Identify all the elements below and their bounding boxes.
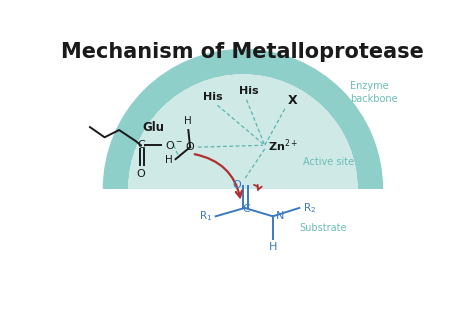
Text: O: O [137,169,146,179]
Text: O: O [186,142,194,152]
Text: Zn$^{2+}$: Zn$^{2+}$ [268,137,299,154]
Text: Enzyme
backbone: Enzyme backbone [350,81,398,104]
Text: X: X [288,94,297,107]
Bar [61,189,425,295]
Text: Substrate: Substrate [300,223,347,233]
Text: R$_1$: R$_1$ [199,210,212,223]
FancyArrowPatch shape [254,185,262,190]
Text: H: H [269,242,277,252]
Text: N: N [276,211,284,221]
Text: His: His [238,86,258,96]
Text: C: C [243,204,250,214]
Text: C: C [137,140,145,150]
Text: H: H [165,155,173,165]
Text: Glu: Glu [143,120,165,134]
Wedge shape [128,74,357,189]
Text: R$_2$: R$_2$ [303,201,316,215]
Text: O: O [232,180,241,190]
Wedge shape [103,49,383,189]
Bar [128,189,357,295]
Text: Active site: Active site [303,157,354,167]
FancyArrowPatch shape [195,154,242,197]
Text: H: H [184,117,192,126]
Text: O$^-$: O$^-$ [165,139,183,151]
Wedge shape [128,74,357,189]
Text: Mechanism of Metalloprotease: Mechanism of Metalloprotease [62,42,424,63]
Text: His: His [203,92,223,102]
